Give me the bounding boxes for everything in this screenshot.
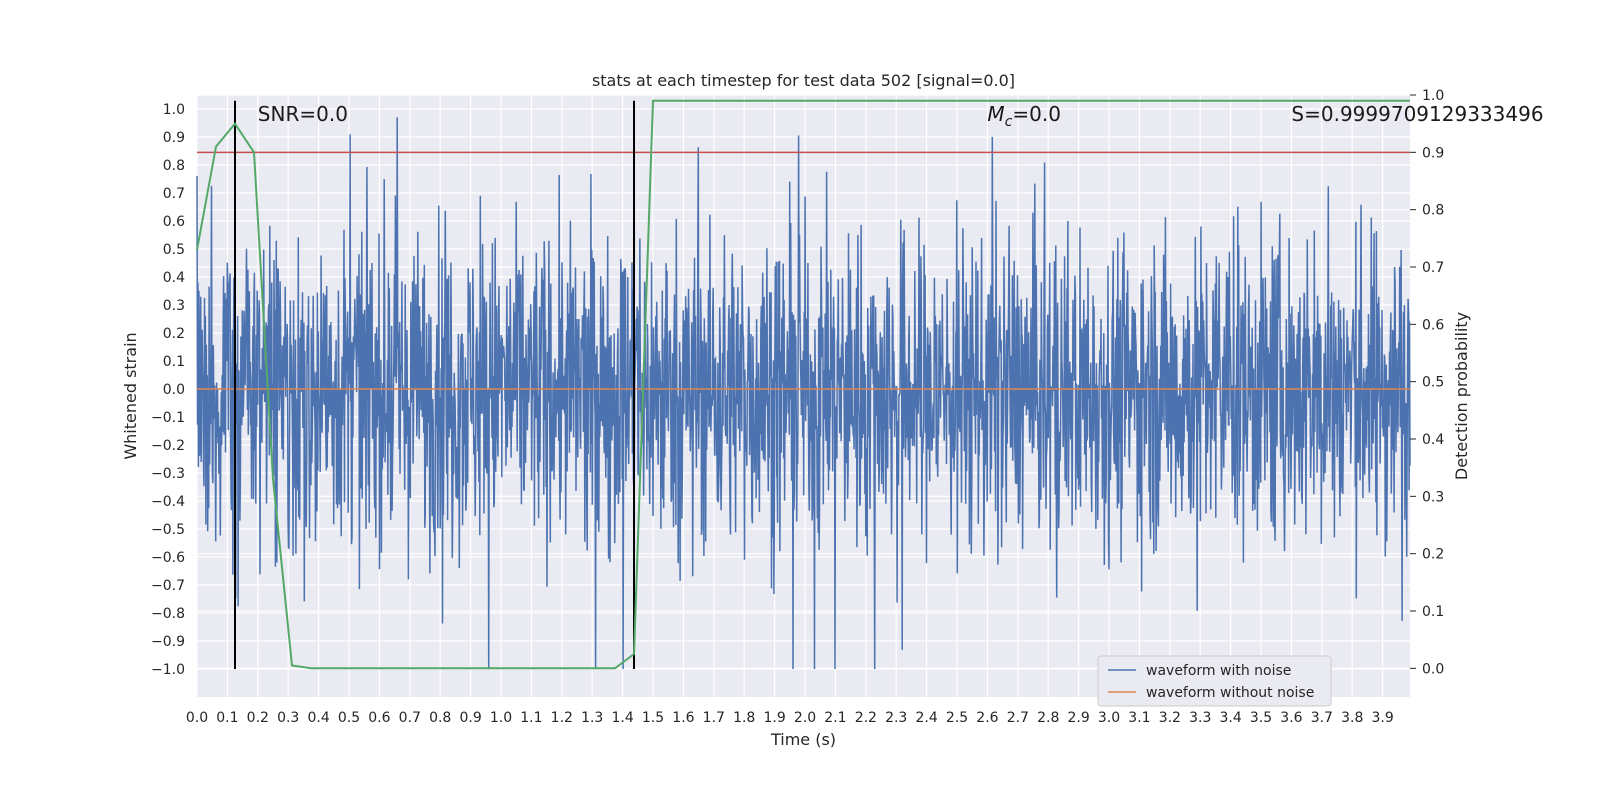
- x-tick-label: 3.8: [1341, 710, 1363, 726]
- y-tick-label: 0.4: [163, 270, 185, 286]
- x-tick-label: 3.5: [1250, 710, 1272, 726]
- annotation-mc-value: =0.0: [1012, 102, 1061, 126]
- x-tick-label: 2.3: [885, 710, 907, 726]
- x-tick-label: 0.6: [368, 710, 390, 726]
- y-tick-label: 0.8: [163, 158, 185, 174]
- x-tick-label: 0.9: [459, 710, 481, 726]
- y-tick-label: 1.0: [163, 102, 185, 118]
- x-tick-label: 2.5: [946, 710, 968, 726]
- y-tick-label: 0.5: [163, 242, 185, 258]
- annotation-chirp-mass: Mc=0.0: [987, 102, 1061, 130]
- y2-tick-label: 0.5: [1422, 375, 1444, 391]
- y-tick-label: 0.9: [163, 130, 185, 146]
- y2-axis-label: Detection probability: [1452, 312, 1471, 480]
- x-tick-label: 1.0: [490, 710, 512, 726]
- x-tick-label: 2.0: [794, 710, 816, 726]
- x-tick-label: 2.6: [976, 710, 998, 726]
- y2-tick-labels: 1.0 0.9 0.8 0.7 0.6 0.5 0.4 0.3 0.2 0.1 0.0: [1410, 88, 1444, 677]
- x-tick-label: 3.0: [1098, 710, 1120, 726]
- x-tick-label: 1.3: [581, 710, 603, 726]
- y-tick-label: 0.1: [163, 354, 185, 370]
- x-tick-label: 2.8: [1037, 710, 1059, 726]
- y2-tick-label: 0.4: [1422, 432, 1444, 448]
- x-tick-label: 2.7: [1007, 710, 1029, 726]
- y-tick-label: −0.5: [151, 522, 185, 538]
- y2-tick-label: 0.2: [1422, 547, 1444, 563]
- x-tick-label: 0.2: [247, 710, 269, 726]
- y-tick-label: −0.3: [151, 466, 185, 482]
- x-tick-label: 0.0: [186, 710, 208, 726]
- x-axis-label: Time (s): [770, 730, 836, 749]
- x-tick-label: 3.7: [1311, 710, 1333, 726]
- x-tick-label: 0.4: [307, 710, 329, 726]
- y-tick-label: −0.1: [151, 410, 185, 426]
- annotation-mc-subscript: c: [1005, 114, 1013, 130]
- series-line-waveform-with-noise: [196, 117, 1411, 670]
- y-tick-label: 0.3: [163, 298, 185, 314]
- annotation-snr: SNR=0.0: [258, 102, 348, 126]
- y2-tick-label: 0.7: [1422, 260, 1444, 276]
- y-tick-labels: 1.0 0.9 0.8 0.7 0.6 0.5 0.4 0.3 0.2 0.1 0.0 −0.1 −0.…: [151, 102, 185, 678]
- y-tick-label: −0.6: [151, 550, 185, 566]
- y2-tick-label: 0.8: [1422, 203, 1444, 219]
- chart-title: stats at each timestep for test data 502…: [592, 71, 1015, 90]
- x-tick-label: 1.7: [703, 710, 725, 726]
- legend: waveform with noise waveform without noi…: [1097, 655, 1332, 707]
- y-tick-label: 0.6: [163, 214, 185, 230]
- x-tick-label: 0.3: [277, 710, 299, 726]
- x-tick-label: 3.1: [1128, 710, 1150, 726]
- x-tick-label: 0.8: [429, 710, 451, 726]
- x-tick-label: 2.9: [1067, 710, 1089, 726]
- x-tick-label: 3.9: [1372, 710, 1394, 726]
- series-line-detection-probability: [196, 99, 1410, 670]
- x-tick-label: 1.6: [672, 710, 694, 726]
- y-tick-label: 0.7: [163, 186, 185, 202]
- y2-tick-label: 0.3: [1422, 489, 1444, 505]
- vertical-markers: [234, 100, 636, 669]
- x-tick-label: 1.8: [733, 710, 755, 726]
- y-tick-label: −0.2: [151, 438, 185, 454]
- x-tick-label: 0.7: [399, 710, 421, 726]
- annotation-mc-symbol: M: [987, 102, 1004, 126]
- x-tick-label: 3.6: [1280, 710, 1302, 726]
- y-tick-label: 0.2: [163, 326, 185, 342]
- x-tick-label: 3.3: [1189, 710, 1211, 726]
- y-axis-label: Whitened strain: [121, 332, 140, 459]
- x-tick-label: 1.2: [551, 710, 573, 726]
- x-tick-label: 3.2: [1159, 710, 1181, 726]
- y-tick-label: 0.0: [163, 382, 185, 398]
- y2-tick-label: 0.0: [1422, 661, 1444, 677]
- x-tick-label: 2.1: [824, 710, 846, 726]
- y-tick-label: −0.4: [151, 494, 185, 510]
- y2-tick-label: 0.1: [1422, 604, 1444, 620]
- x-tick-label: 1.5: [642, 710, 664, 726]
- x-tick-label: 2.2: [855, 710, 877, 726]
- x-tick-label: 0.5: [338, 710, 360, 726]
- y2-tick-label: 0.6: [1422, 317, 1444, 333]
- y-tick-label: −0.8: [151, 606, 185, 622]
- y-tick-label: −0.9: [151, 634, 185, 650]
- y-tick-label: −0.7: [151, 578, 185, 594]
- legend-box: [1097, 655, 1332, 707]
- x-tick-label: 1.4: [611, 710, 633, 726]
- x-tick-label: 1.1: [520, 710, 542, 726]
- x-tick-label: 2.4: [915, 710, 937, 726]
- y2-tick-label: 0.9: [1422, 145, 1444, 161]
- x-tick-label: 3.4: [1220, 710, 1242, 726]
- x-tick-labels: 0.0 0.1 0.2 0.3 0.4 0.5 0.6 0.7 0.8 0.9 1.0 1.1 1.2 1…: [186, 710, 1394, 726]
- legend-label-waveform-with-noise: waveform with noise: [1146, 663, 1291, 679]
- legend-label-waveform-without-noise: waveform without noise: [1146, 685, 1314, 701]
- x-tick-label: 1.9: [763, 710, 785, 726]
- y-tick-label: −1.0: [151, 662, 185, 678]
- y2-tick-label: 1.0: [1422, 88, 1444, 104]
- x-tick-label: 0.1: [216, 710, 238, 726]
- annotation-s: S=0.9999709129333496: [1291, 102, 1543, 126]
